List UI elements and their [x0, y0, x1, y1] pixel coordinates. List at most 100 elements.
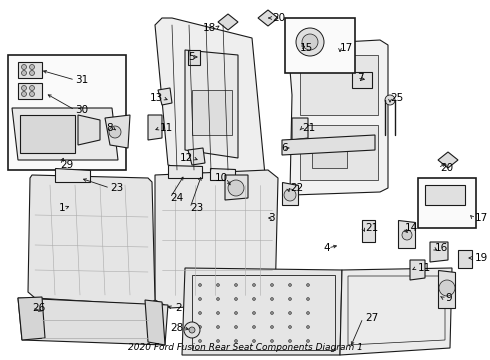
- Polygon shape: [225, 175, 248, 200]
- Circle shape: [284, 189, 296, 201]
- Circle shape: [296, 28, 324, 56]
- Polygon shape: [12, 108, 118, 160]
- Text: 18: 18: [203, 23, 216, 33]
- Text: 21: 21: [365, 223, 378, 233]
- Circle shape: [29, 91, 34, 96]
- Polygon shape: [182, 268, 342, 355]
- Circle shape: [198, 297, 201, 301]
- Circle shape: [189, 327, 195, 333]
- Circle shape: [270, 325, 273, 328]
- Circle shape: [217, 325, 220, 328]
- Circle shape: [289, 297, 292, 301]
- Circle shape: [217, 297, 220, 301]
- Circle shape: [307, 325, 310, 328]
- Circle shape: [252, 325, 255, 328]
- Polygon shape: [18, 298, 168, 345]
- Text: 9: 9: [445, 293, 452, 303]
- Text: 16: 16: [435, 243, 448, 253]
- Polygon shape: [398, 220, 415, 248]
- Circle shape: [198, 284, 201, 287]
- Circle shape: [217, 339, 220, 342]
- Text: 23: 23: [110, 183, 123, 193]
- Polygon shape: [168, 165, 202, 178]
- Text: 20: 20: [272, 13, 285, 23]
- Polygon shape: [430, 242, 448, 262]
- Circle shape: [29, 85, 34, 90]
- Circle shape: [289, 311, 292, 315]
- Circle shape: [29, 64, 34, 69]
- Bar: [20, 115, 75, 153]
- Polygon shape: [458, 250, 472, 268]
- Text: 27: 27: [365, 313, 378, 323]
- Circle shape: [235, 297, 238, 301]
- Polygon shape: [18, 62, 42, 78]
- Text: 12: 12: [180, 153, 193, 163]
- Circle shape: [235, 311, 238, 315]
- Text: 2020 Ford Fusion Rear Seat Components Diagram 1: 2020 Ford Fusion Rear Seat Components Di…: [127, 343, 363, 352]
- Polygon shape: [340, 268, 452, 355]
- Polygon shape: [155, 18, 265, 182]
- Polygon shape: [288, 40, 388, 195]
- Circle shape: [252, 284, 255, 287]
- Text: 20: 20: [440, 163, 453, 173]
- Bar: [300, 125, 378, 180]
- Polygon shape: [155, 170, 278, 308]
- Text: 22: 22: [290, 183, 303, 193]
- Polygon shape: [55, 168, 90, 182]
- Circle shape: [235, 325, 238, 328]
- Circle shape: [22, 85, 26, 90]
- Polygon shape: [145, 300, 165, 345]
- Text: 17: 17: [475, 213, 488, 223]
- Text: 11: 11: [418, 263, 431, 273]
- Circle shape: [307, 311, 310, 315]
- Bar: [8, 55, 126, 170]
- Circle shape: [184, 322, 200, 338]
- Polygon shape: [410, 260, 425, 280]
- Polygon shape: [282, 182, 298, 205]
- Circle shape: [198, 311, 201, 315]
- Bar: [300, 55, 378, 115]
- Text: 24: 24: [170, 193, 183, 203]
- Circle shape: [198, 339, 201, 342]
- Polygon shape: [352, 72, 372, 88]
- Circle shape: [235, 339, 238, 342]
- Text: 19: 19: [475, 253, 488, 263]
- Text: 6: 6: [281, 143, 288, 153]
- Text: 29: 29: [60, 160, 73, 170]
- Bar: [192, 90, 232, 135]
- Circle shape: [270, 339, 273, 342]
- Polygon shape: [438, 152, 458, 168]
- Circle shape: [302, 34, 318, 50]
- Text: 13: 13: [150, 93, 163, 103]
- Circle shape: [289, 325, 292, 328]
- Text: 17: 17: [340, 43, 353, 53]
- Polygon shape: [78, 115, 100, 145]
- Text: 28: 28: [170, 323, 183, 333]
- Circle shape: [252, 311, 255, 315]
- Circle shape: [289, 339, 292, 342]
- Polygon shape: [282, 135, 375, 155]
- Text: 2: 2: [175, 303, 182, 313]
- Circle shape: [385, 95, 395, 105]
- Text: 11: 11: [160, 123, 173, 133]
- Circle shape: [252, 339, 255, 342]
- Polygon shape: [188, 50, 200, 65]
- Text: 5: 5: [188, 52, 195, 62]
- Polygon shape: [18, 297, 45, 340]
- Polygon shape: [148, 115, 162, 140]
- Bar: [285, 18, 355, 73]
- Text: 4: 4: [323, 243, 330, 253]
- Text: 8: 8: [106, 123, 113, 133]
- Text: 30: 30: [75, 105, 88, 115]
- Circle shape: [270, 297, 273, 301]
- Circle shape: [29, 71, 34, 76]
- Polygon shape: [292, 118, 308, 140]
- Polygon shape: [362, 220, 375, 242]
- Polygon shape: [218, 14, 238, 30]
- Circle shape: [22, 64, 26, 69]
- Text: 3: 3: [269, 213, 275, 223]
- Circle shape: [402, 230, 412, 240]
- Text: 1: 1: [58, 203, 65, 213]
- Text: 31: 31: [75, 75, 88, 85]
- Polygon shape: [185, 50, 238, 158]
